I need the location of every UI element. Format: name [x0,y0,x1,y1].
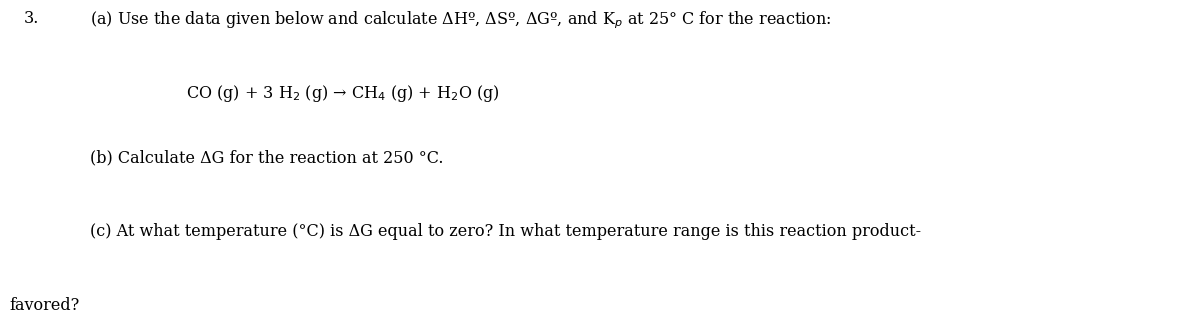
Text: CO (g) + 3 H$_2$ (g) → CH$_4$ (g) + H$_2$O (g): CO (g) + 3 H$_2$ (g) → CH$_4$ (g) + H$_2… [186,83,499,104]
Text: (b) Calculate ΔG for the reaction at 250 °C.: (b) Calculate ΔG for the reaction at 250… [90,149,444,166]
Text: (a) Use the data given below and calculate ΔHº, ΔSº, ΔGº, and K$_p$ at 25° C for: (a) Use the data given below and calcula… [90,10,832,31]
Text: 3.: 3. [24,10,40,27]
Text: (c) At what temperature (°C) is ΔG equal to zero? In what temperature range is t: (c) At what temperature (°C) is ΔG equal… [90,223,922,240]
Text: favored?: favored? [10,297,80,314]
